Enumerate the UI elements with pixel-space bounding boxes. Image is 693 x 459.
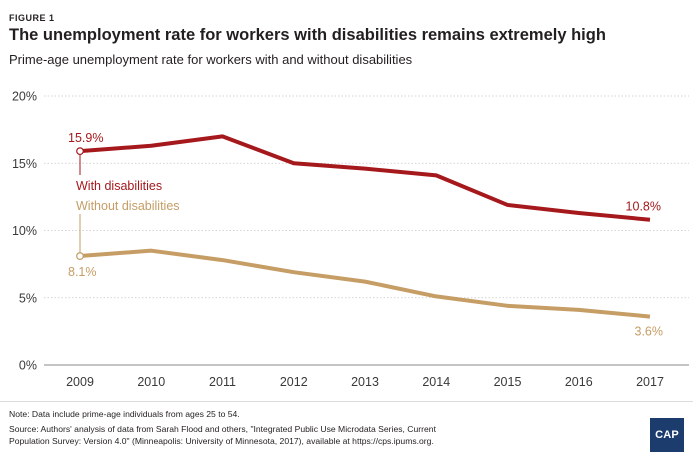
x-tick-label-2014: 2014: [422, 375, 450, 389]
y-tick-label-20: 20%: [12, 90, 37, 104]
source-text-line2: Population Survey: Version 4.0" (Minneap…: [9, 435, 434, 446]
without-disabilities-start-marker: [76, 252, 84, 260]
x-tick-label-2012: 2012: [280, 375, 308, 389]
with-disabilities-start-marker: [76, 147, 84, 156]
without-disabilities-start-label: 8.1%: [68, 265, 97, 279]
without-disabilities-end-label: 3.6%: [635, 325, 664, 339]
series-line-without-disabilities: [79, 248, 651, 319]
without-disabilities-series-label: Without disabilities: [76, 199, 180, 213]
y-tick-label-15: 15%: [12, 157, 37, 171]
with-disabilities-end-label: 10.8%: [626, 200, 661, 214]
x-tick-label-2011: 2011: [209, 375, 236, 389]
footer-divider: [0, 401, 693, 402]
y-tick-label-0: 0%: [19, 359, 37, 373]
cap-logo: CAP: [650, 418, 684, 452]
source-text-line1: Source: Authors' analysis of data from S…: [9, 424, 436, 434]
figure-label: FIGURE 1: [9, 13, 55, 23]
x-tick-label-2009: 2009: [66, 375, 94, 389]
y-tick-label-5: 5%: [19, 291, 37, 305]
chart-title: The unemployment rate for workers with d…: [9, 26, 606, 44]
line-chart: 0% 5% 10% 15% 20% 2009 2010 2011 2012 2013 2014 201…: [12, 90, 689, 389]
x-tick-label-2010: 2010: [137, 375, 165, 389]
x-tick-label-2015: 2015: [494, 375, 522, 389]
x-tick-label-2016: 2016: [565, 375, 593, 389]
series-line-with-disabilities: [79, 134, 651, 222]
with-disabilities-start-label: 15.9%: [68, 131, 103, 145]
y-tick-label-10: 10%: [12, 224, 37, 238]
chart-subtitle: Prime-age unemployment rate for workers …: [9, 52, 413, 67]
with-disabilities-series-label: With disabilities: [76, 179, 162, 193]
x-tick-label-2013: 2013: [351, 375, 379, 389]
x-tick-label-2017: 2017: [636, 375, 664, 389]
note-text: Note: Data include prime-age individuals…: [9, 409, 240, 419]
